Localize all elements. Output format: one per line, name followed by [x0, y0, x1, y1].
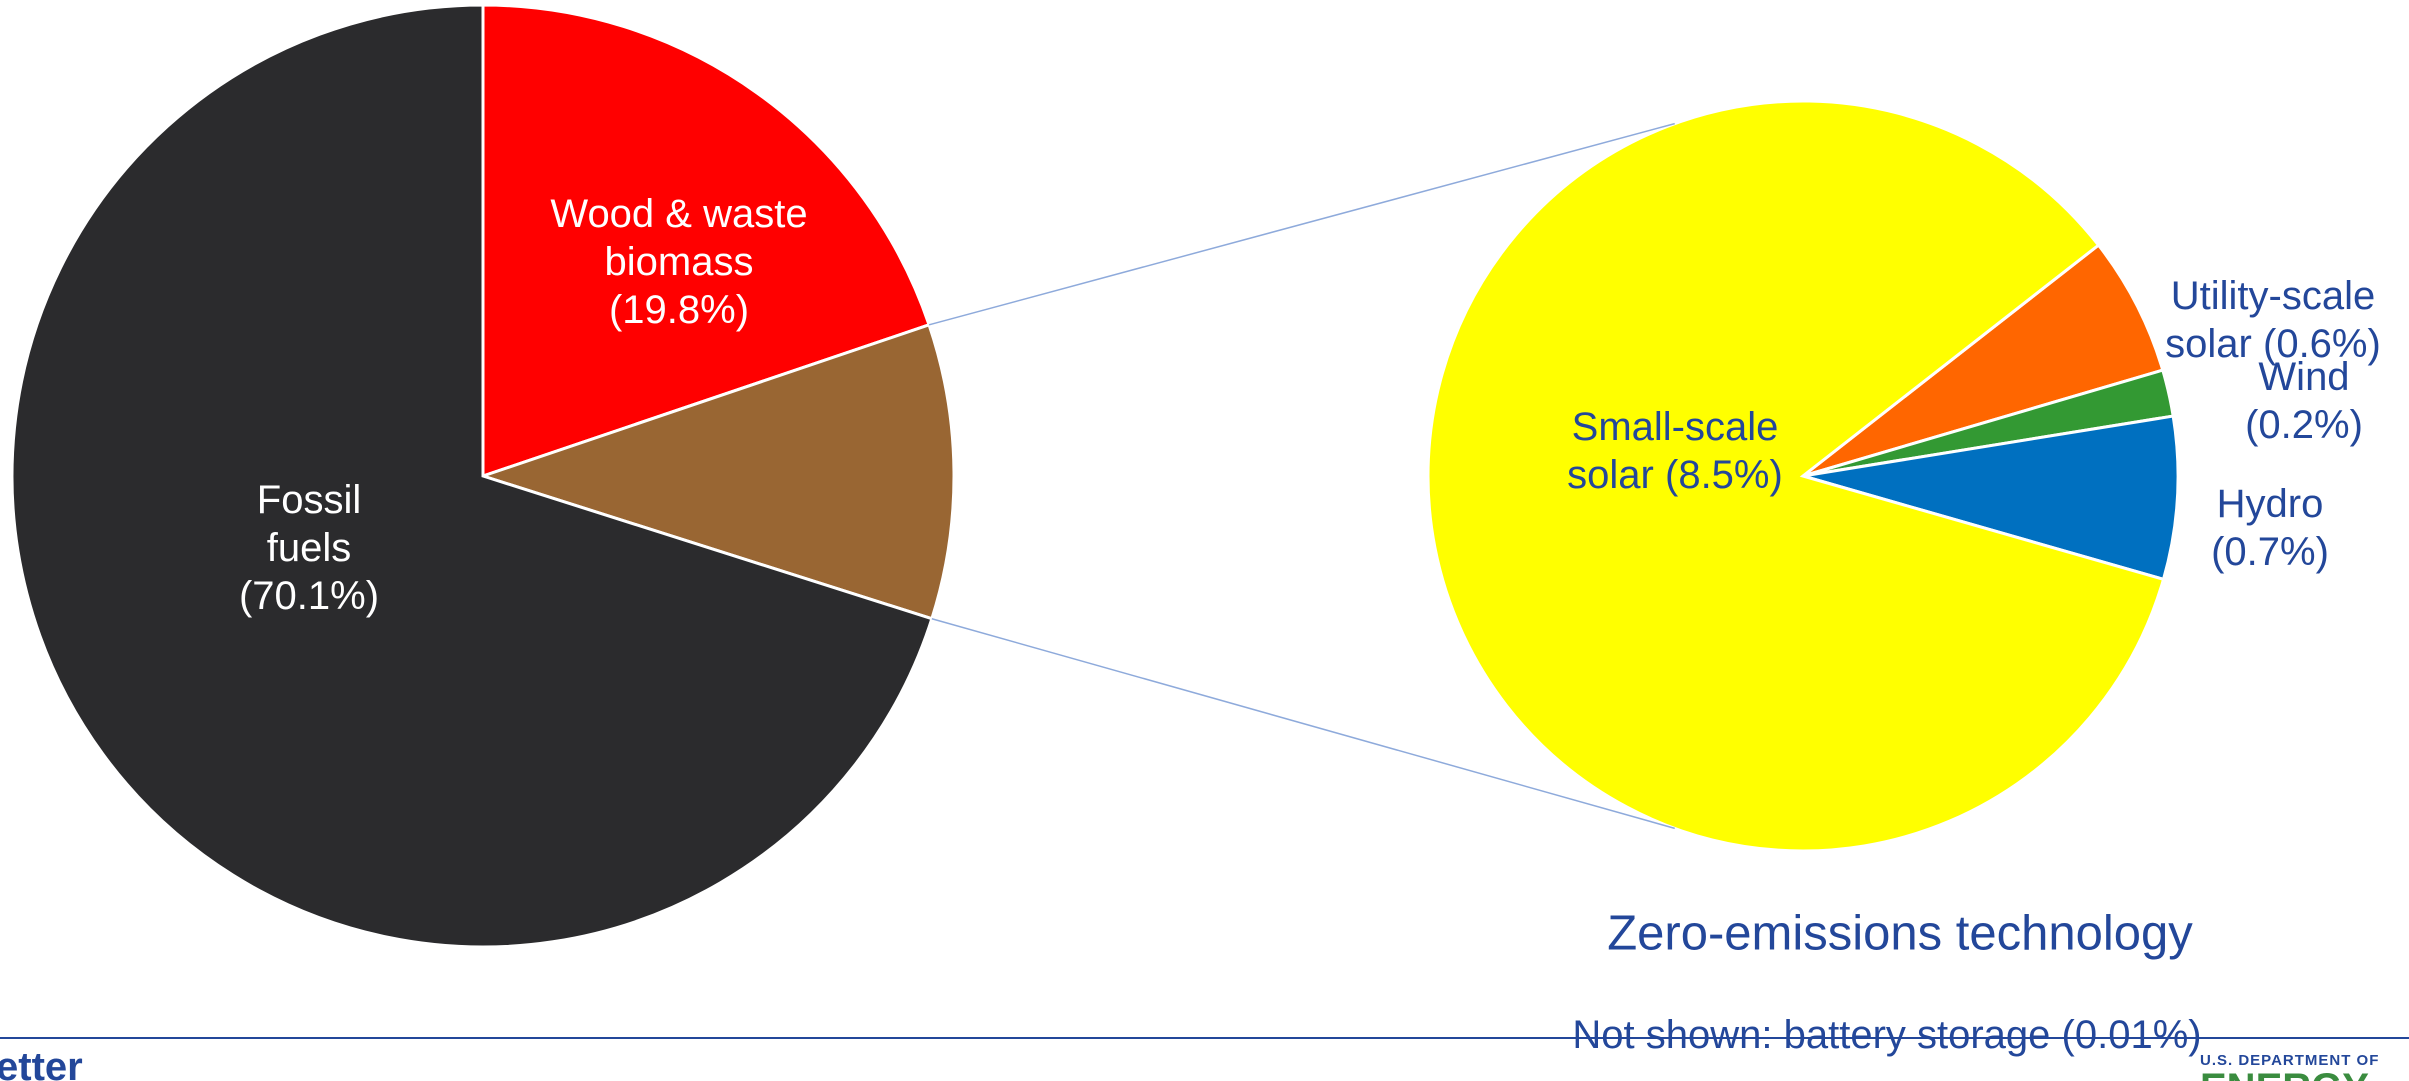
- slice-label: Utility-scale solar (0.6%): [2158, 272, 2388, 368]
- slice-label: Small-scale solar (8.5%): [1550, 403, 1800, 499]
- slice-label: Wind (0.2%): [2244, 353, 2364, 449]
- category-label: Wind: [2258, 355, 2350, 399]
- value-label: (8.5%): [1665, 453, 1783, 497]
- pie-slice: [478, 322, 956, 621]
- logo-top: U.S. DEPARTMENT OF: [2200, 1052, 2380, 1069]
- slice-label: Wood & waste biomass (19.8%): [534, 190, 824, 334]
- value-label: (0.2%): [2245, 403, 2363, 447]
- category-label: Small-scale solar: [1567, 405, 1779, 497]
- pie-slice: [1802, 414, 2180, 582]
- logo-bottom: ENERGY: [2200, 1068, 2369, 1081]
- pie-slice: [10, 3, 934, 949]
- slice-label: Fossil fuels (70.1%): [229, 476, 389, 620]
- zoom-title: Zero-emissions technology: [1607, 906, 2193, 961]
- value-label: (0.7%): [2211, 530, 2329, 574]
- value-label: (70.1%): [238, 574, 380, 618]
- pie-slice: [1802, 243, 2165, 478]
- note: Not shown: battery storage (0.01%): [1572, 1013, 2202, 1057]
- category-label: Hydro: [2216, 482, 2324, 526]
- category-label: Wood & waste biomass: [550, 192, 808, 284]
- value-label: (19.8%): [608, 288, 750, 332]
- footer-text: etter: [0, 1045, 83, 1081]
- connector-line: [931, 618, 1675, 830]
- value-label: (0.6%): [2263, 322, 2381, 366]
- category-label: Utility-scale solar: [2165, 274, 2376, 366]
- connector-line: [928, 122, 1675, 326]
- slice-label: Hydro (0.7%): [2210, 480, 2330, 576]
- pie-slice: [1426, 99, 2166, 853]
- category-label: Fossil fuels: [256, 478, 362, 570]
- pie-slice: [481, 3, 931, 479]
